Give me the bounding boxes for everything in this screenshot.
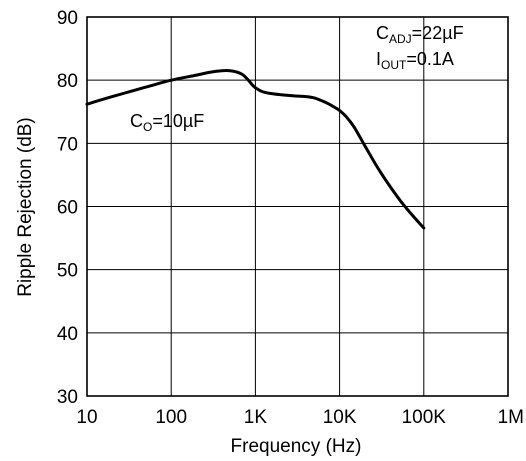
plot-frame: [86, 16, 509, 397]
annotation-iout: IOUT=0.1A: [376, 49, 454, 72]
x-tick-label: 10K: [323, 407, 357, 428]
x-axis-tick-labels: 10 100 1K 10K 100K 1M: [76, 407, 524, 428]
y-tick-label: 70: [57, 134, 78, 155]
y-tick-label: 40: [57, 324, 78, 345]
y-tick-label: 30: [57, 387, 78, 408]
series-line-co-10uf: [85, 69, 426, 230]
y-axis-title: Ripple Rejection (dB): [15, 117, 36, 297]
x-tick-label: 1K: [244, 407, 268, 428]
y-tick-label: 50: [57, 261, 78, 282]
y-tick-label: 90: [57, 8, 78, 29]
x-axis-title: Frequency (Hz): [231, 436, 362, 457]
y-axis-tick-labels: 30 40 50 60 70 80 90: [57, 8, 78, 408]
x-tick-label: 100: [155, 407, 187, 428]
x-tick-label: 10: [76, 407, 97, 428]
annotation-co: CO=10µF: [130, 111, 204, 134]
y-tick-label: 80: [57, 71, 78, 92]
grid-lines: [87, 17, 508, 396]
annotation-cadj: CADJ=22µF: [376, 23, 464, 46]
x-tick-label: 1M: [498, 407, 524, 428]
x-tick-label: 100K: [402, 407, 447, 428]
y-tick-label: 60: [57, 198, 78, 219]
